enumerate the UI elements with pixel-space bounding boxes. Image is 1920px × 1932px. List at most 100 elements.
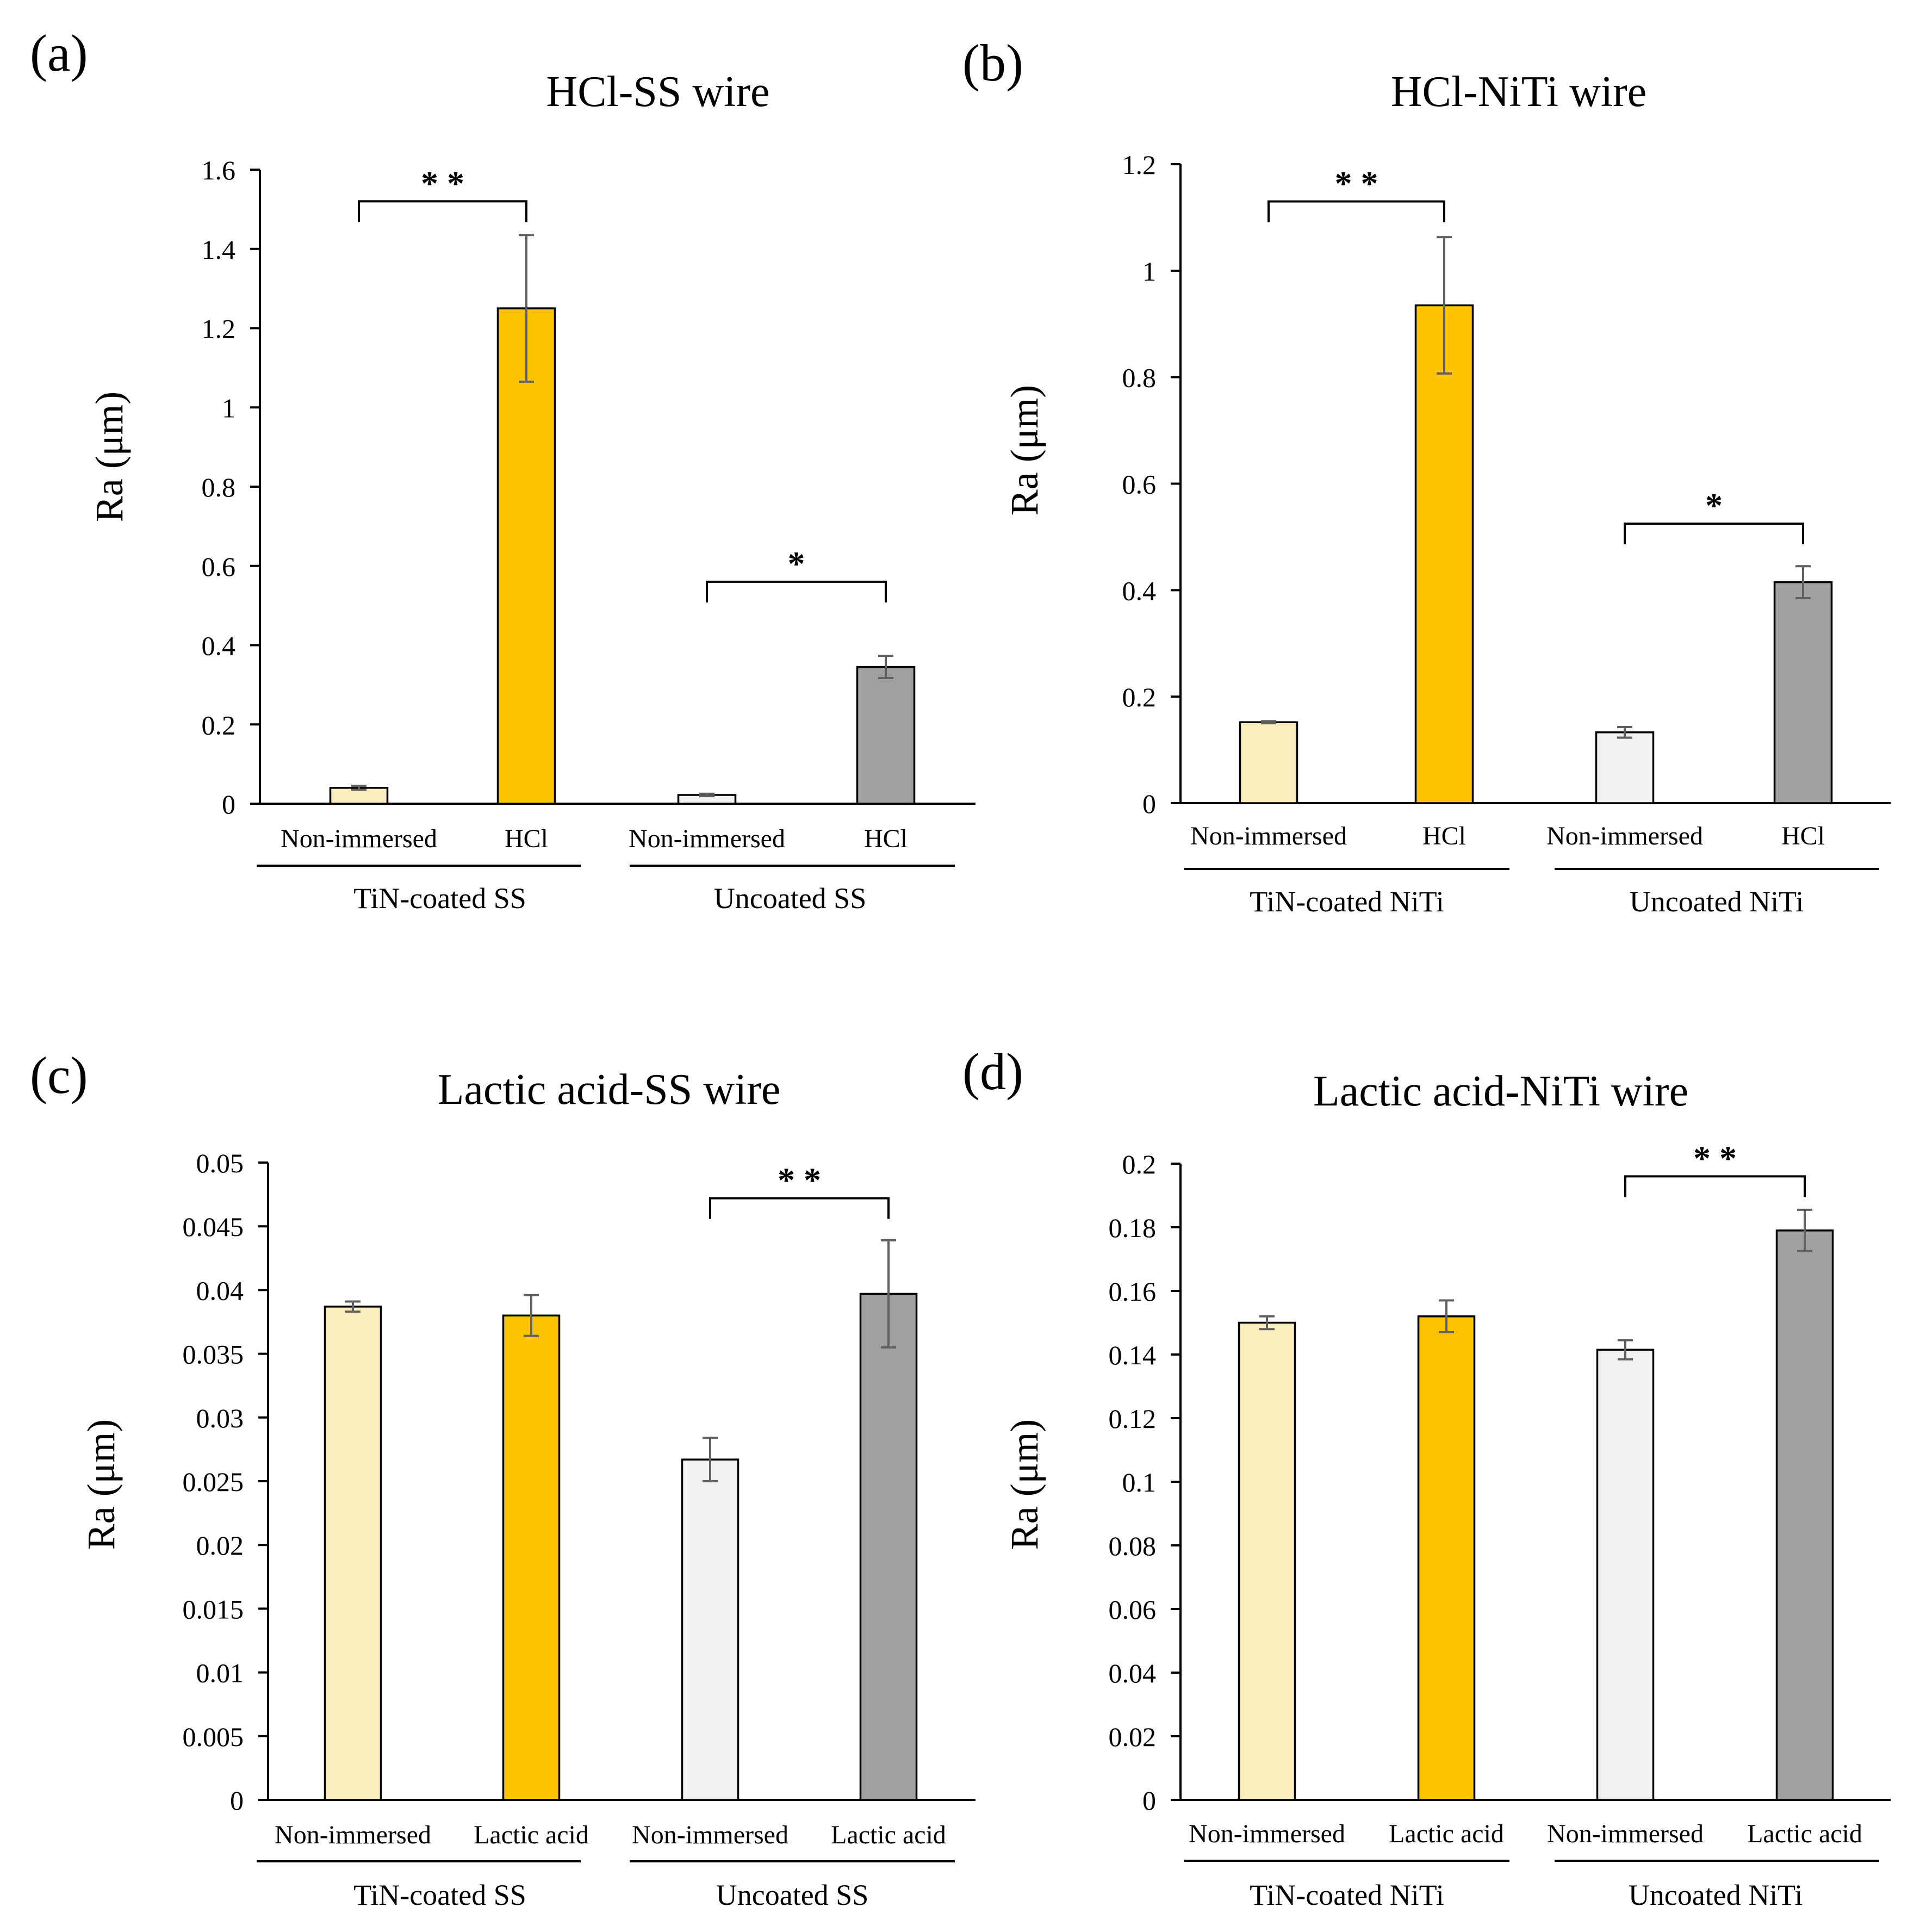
y-tick-label: 0.6 <box>1122 469 1157 500</box>
significance-bracket <box>1624 1175 1806 1197</box>
significance-bracket <box>358 200 527 222</box>
y-tick-label: 0.08 <box>1109 1531 1157 1561</box>
panel-label: (b) <box>962 34 1023 92</box>
y-tick-label: 0.1 <box>1122 1467 1157 1498</box>
y-tick-label: 0.02 <box>196 1530 244 1561</box>
group-label: TiN-coated NiTi <box>1250 885 1444 918</box>
chart-title: Lactic acid-NiTi wire <box>1313 1067 1688 1115</box>
bar <box>1773 581 1833 804</box>
y-tick-label: 0.035 <box>183 1339 244 1370</box>
significance-marker: * <box>1705 486 1723 525</box>
y-tick-label: 0.045 <box>183 1212 244 1242</box>
y-tick-label: 0.005 <box>183 1722 244 1752</box>
y-tick-label: 0 <box>1142 1785 1156 1816</box>
bar <box>1238 1321 1296 1801</box>
bar <box>1596 1349 1655 1801</box>
x-category-label: Lactic acid <box>474 1821 589 1849</box>
y-tick-label: 1 <box>222 393 235 423</box>
x-category-label: Non-immersed <box>632 1821 788 1849</box>
x-category-label: Non-immersed <box>1547 1819 1704 1848</box>
y-axis-label: Ra (μm) <box>79 1419 123 1550</box>
chart-title: Lactic acid-SS wire <box>438 1066 781 1114</box>
panel-label: (d) <box>962 1042 1023 1101</box>
y-tick-label: 0.4 <box>202 631 236 661</box>
x-category-label: Non-immersed <box>1190 822 1347 850</box>
x-category-label: Lactic acid <box>1389 1819 1504 1848</box>
bar <box>1417 1315 1476 1801</box>
x-category-label: HCl <box>1781 822 1825 850</box>
y-tick-label: 0.16 <box>1109 1276 1157 1307</box>
bar <box>681 1458 740 1801</box>
chart-panel-d: (d) Lactic acid-NiTi wire Ra (μm) 0 0.02 0.04… <box>962 1042 1891 1911</box>
bar <box>1239 721 1298 804</box>
bar <box>1595 731 1655 804</box>
y-tick-label: 0.8 <box>202 472 236 502</box>
y-axis-label: Ra (μm) <box>1003 385 1046 516</box>
y-tick-label: 0.6 <box>202 551 236 582</box>
y-tick-label: 0.04 <box>1109 1658 1157 1688</box>
y-tick-label: 0.05 <box>196 1148 244 1178</box>
y-tick-label: 0.02 <box>1109 1722 1157 1752</box>
x-category-label: HCl <box>1422 822 1466 850</box>
x-category-label: Non-immersed <box>275 1821 431 1849</box>
y-tick-label: 0.14 <box>1109 1340 1157 1370</box>
x-category-label: Non-immersed <box>1189 1819 1345 1848</box>
significance-bracket <box>706 580 887 602</box>
significance-marker: * <box>788 544 805 583</box>
group-label: Uncoated NiTi <box>1630 885 1804 918</box>
y-tick-label: 0.04 <box>196 1275 244 1306</box>
panel-label: (a) <box>30 24 88 82</box>
y-tick-label: 0.8 <box>1122 363 1157 393</box>
y-tick-label: 1.4 <box>202 234 236 265</box>
y-tick-label: 1.2 <box>202 314 236 344</box>
y-tick-label: 0.03 <box>196 1403 244 1433</box>
x-category-label: HCl <box>505 824 548 853</box>
significance-bracket <box>709 1197 890 1219</box>
chart-panel-b: (b) HCl-NiTi wire Ra (μm) 0 0.2 0.4 0.6 0.8 1 1.2… <box>962 34 1891 918</box>
x-category-label: Non-immersed <box>629 824 785 853</box>
x-category-label: HCl <box>864 824 908 853</box>
y-axis-label: Ra (μm) <box>1003 1419 1046 1550</box>
significance-bracket <box>1624 522 1804 544</box>
x-category-label: Non-immersed <box>281 824 437 853</box>
group-label: TiN-coated SS <box>353 882 526 915</box>
significance-marker: * * <box>421 164 464 202</box>
y-tick-label: 0.18 <box>1109 1213 1157 1243</box>
y-tick-label: 0.01 <box>196 1658 244 1688</box>
bar <box>1775 1229 1834 1801</box>
y-tick-label: 0 <box>230 1785 244 1816</box>
significance-marker: * * <box>1335 164 1378 203</box>
bar <box>324 1306 382 1801</box>
y-tick-label: 0 <box>222 789 235 819</box>
panel-label: (c) <box>30 1046 88 1104</box>
chart-title: HCl-NiTi wire <box>1391 68 1646 116</box>
y-tick-label: 1 <box>1142 256 1156 287</box>
chart-panel-a: (a) HCl-SS wire Ra (μm) 0 0.2 0.4 0.6 0.8 1 1.2 1.… <box>30 24 975 915</box>
y-tick-label: 0.025 <box>183 1467 244 1497</box>
group-label: Uncoated SS <box>716 1879 868 1911</box>
y-axis-label: Ra (μm) <box>88 392 131 523</box>
significance-marker: * * <box>1693 1139 1737 1177</box>
y-tick-label: 0.2 <box>202 710 236 740</box>
chart-title: HCl-SS wire <box>546 68 769 116</box>
chart-panel-c: (c) Lactic acid-SS wire Ra (μm) 0 0.005 0.01 0… <box>30 1046 975 1911</box>
x-category-label: Lactic acid <box>831 1821 946 1849</box>
y-tick-label: 0.06 <box>1109 1594 1157 1625</box>
bar <box>856 666 916 805</box>
x-category-label: Lactic acid <box>1747 1819 1862 1848</box>
y-tick-label: 0.2 <box>1122 682 1157 712</box>
bar <box>1414 304 1474 804</box>
group-label: Uncoated NiTi <box>1629 1879 1803 1911</box>
group-label: TiN-coated SS <box>353 1879 526 1911</box>
y-tick-label: 0.2 <box>1122 1149 1157 1179</box>
significance-bracket <box>1267 200 1445 222</box>
bar <box>859 1293 918 1801</box>
y-tick-label: 0.12 <box>1109 1403 1157 1434</box>
y-tick-label: 1.6 <box>202 155 236 185</box>
y-tick-label: 0 <box>1142 788 1156 819</box>
group-label: TiN-coated NiTi <box>1250 1879 1444 1911</box>
y-tick-label: 0.4 <box>1122 575 1157 606</box>
bar <box>502 1314 561 1801</box>
significance-marker: * * <box>778 1161 821 1200</box>
